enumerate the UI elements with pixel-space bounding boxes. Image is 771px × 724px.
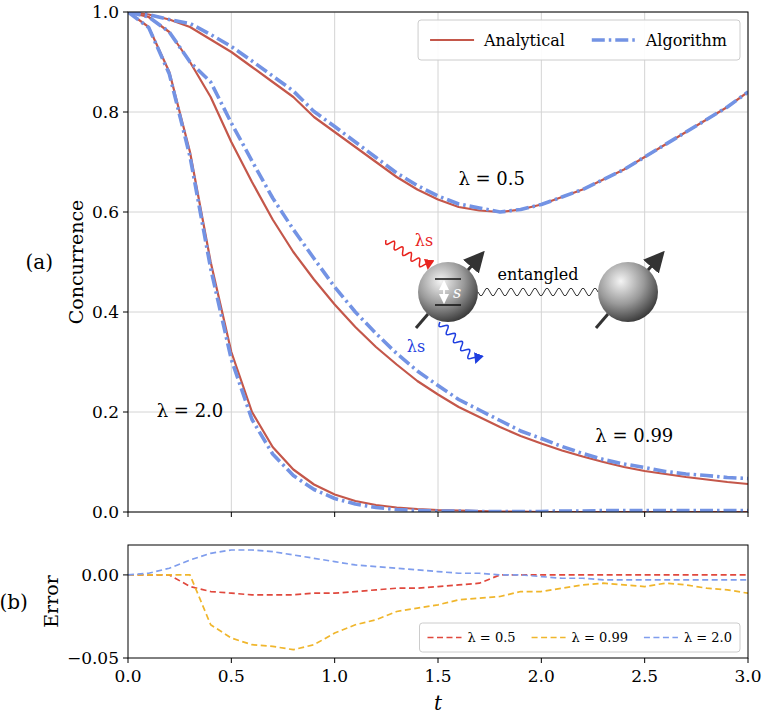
legend-label: λ = 0.99 — [572, 630, 628, 645]
legend-swatch — [592, 38, 636, 42]
inset-label: s — [453, 283, 461, 302]
tick-label: 0.4 — [92, 302, 119, 322]
series-line — [128, 12, 748, 479]
tick-mark — [334, 512, 335, 517]
transition — [443, 282, 445, 302]
ticks: 0.0 0.5 1.0 1.5 2.0 2.5 3.0 −0.05 0.00 — [67, 565, 762, 686]
tick-mark — [123, 212, 128, 213]
inset: entangled s λs λs — [386, 231, 662, 362]
plot-background — [128, 12, 748, 512]
tick-label: 0.8 — [92, 102, 119, 122]
ticks: 0.0 0.2 0.4 0.6 0.8 1.0 — [92, 2, 748, 522]
series-line — [128, 12, 748, 512]
spin-head — [468, 254, 482, 270]
energy-level — [435, 304, 461, 306]
grid-line — [128, 112, 748, 113]
energy-level — [435, 278, 461, 280]
legend-box — [418, 20, 740, 60]
tick-label: 1.0 — [321, 666, 348, 686]
legend-swatch — [430, 39, 474, 41]
tick-label: 0.6 — [92, 202, 119, 222]
legend-label: Analytical — [483, 31, 565, 50]
tick-mark — [123, 412, 128, 413]
grid-line — [128, 212, 748, 213]
grid-line — [231, 12, 232, 512]
tick-mark — [123, 12, 128, 13]
tick-mark — [231, 658, 232, 663]
series-line — [128, 12, 748, 212]
tick-label: 2.5 — [631, 666, 658, 686]
tick-mark — [644, 512, 645, 517]
panel: 0.0 0.2 0.4 0.6 0.8 1.0 Concurrence (a) λ = 0.5 λ… — [25, 2, 748, 522]
legend-label: λ = 2.0 — [684, 630, 732, 645]
tick-mark — [123, 512, 128, 513]
entangle-link — [478, 289, 598, 296]
spin-tail — [596, 314, 608, 328]
series-line — [128, 12, 748, 212]
legend-swatch — [644, 637, 678, 639]
legend-swatch — [428, 637, 462, 639]
legend: λ = 0.5 λ = 0.99 λ = 2.0 — [420, 623, 741, 652]
axis-title: Error — [40, 574, 62, 627]
tick-mark — [644, 658, 645, 663]
spin-head — [648, 254, 662, 270]
legend-label: λ = 0.5 — [468, 630, 516, 645]
series-line — [128, 12, 748, 512]
spin-sphere — [598, 262, 658, 322]
series-line — [128, 12, 748, 484]
grid-line — [438, 12, 439, 512]
tick-label: 2.0 — [528, 666, 555, 686]
legend-swatch — [532, 637, 566, 639]
tick-label: 0.2 — [92, 402, 119, 422]
tick-mark — [438, 512, 439, 517]
tick-mark — [123, 312, 128, 313]
tick-label: 3.0 — [734, 666, 761, 686]
tick-mark — [748, 658, 749, 663]
spin-tail — [416, 314, 428, 328]
tick-mark — [541, 512, 542, 517]
grid — [128, 12, 748, 512]
plot-frame — [128, 545, 748, 658]
tick-mark — [541, 658, 542, 663]
photon-out — [439, 322, 477, 362]
tick-mark — [748, 512, 749, 517]
tick-mark — [231, 512, 232, 517]
inset-label: entangled — [497, 265, 578, 284]
series-line — [128, 550, 748, 580]
annotation: λ = 2.0 — [157, 400, 224, 421]
figure: 0.00.20.40.60.81.0Concurrence(a)λ = 0.5λ… — [0, 0, 771, 724]
panel-label: (a) — [25, 250, 53, 274]
plot-background — [128, 545, 748, 658]
tick-mark — [128, 512, 129, 517]
tick-mark — [123, 112, 128, 113]
inset-label: λs — [407, 337, 425, 356]
spin-sphere — [418, 262, 478, 322]
tick-label: −0.05 — [67, 648, 119, 668]
grid-line — [334, 12, 335, 512]
tick-label: 1.0 — [92, 2, 119, 22]
tick-label: 0.0 — [92, 502, 119, 522]
tick-label: 0.00 — [81, 565, 119, 585]
inset-label: λs — [415, 231, 433, 250]
tick-mark — [123, 658, 128, 659]
legend-box — [420, 623, 741, 652]
annotation: λ = 0.99 — [595, 425, 673, 446]
legend: Analytical Algorithm — [418, 20, 740, 60]
annotation: λ = 0.5 — [458, 168, 525, 189]
tick-mark — [128, 658, 129, 663]
axis-title: Concurrence — [65, 200, 87, 325]
plot-lines — [128, 12, 748, 512]
legend-label: Algorithm — [645, 31, 727, 50]
axis-title: t — [434, 691, 443, 715]
plot-frame — [128, 12, 748, 512]
tick-mark — [438, 658, 439, 663]
tick-label: 0.5 — [218, 666, 245, 686]
panel-label: (b) — [0, 590, 28, 614]
tick-label: 0.0 — [114, 666, 141, 686]
tick-mark — [123, 574, 128, 575]
transition — [443, 282, 445, 302]
panel: 0.0 0.5 1.0 1.5 2.0 2.5 3.0 −0.05 0.00 Error t (b) — [0, 545, 762, 715]
tick-label: 1.5 — [424, 666, 451, 686]
tick-mark — [334, 658, 335, 663]
